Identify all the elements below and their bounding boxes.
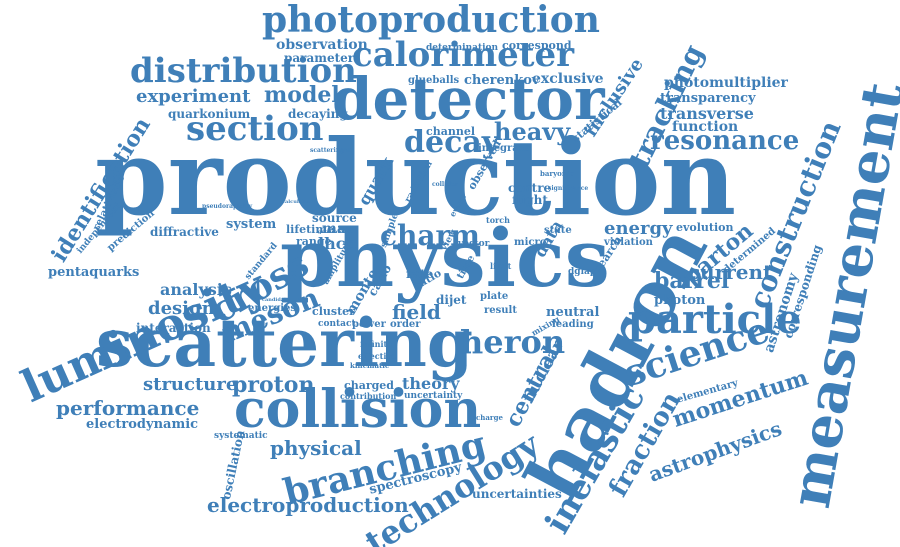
word-field: field <box>392 300 441 324</box>
word-generator: generator <box>318 229 346 235</box>
word-photomultiplier: photomultiplier <box>664 75 788 91</box>
word-heron: heron <box>460 323 566 361</box>
word-lhcb: lhcb <box>318 234 357 253</box>
word-physics: physics <box>280 211 610 305</box>
word-electrodynamic: electrodynamic <box>86 417 199 432</box>
word-function: function <box>672 119 739 135</box>
word-analysis: analysis <box>160 280 232 299</box>
word-photoproduction: photoproduction <box>262 0 600 41</box>
word-exclusive: exclusive <box>532 71 604 87</box>
word-flight: flight <box>512 193 548 207</box>
word-result: result <box>484 305 517 316</box>
word-collision: collision <box>234 379 482 440</box>
word-contact: contact <box>318 319 356 329</box>
word-torch: torch <box>486 215 510 225</box>
word-mas: mas <box>322 221 354 237</box>
word-observation: observation <box>276 37 368 53</box>
word-determination: determination <box>426 43 499 53</box>
word-evolution: evolution <box>676 221 734 234</box>
word-micro: micro <box>514 237 547 248</box>
word-decaying: decaying <box>288 107 348 121</box>
word-detector: detector <box>332 65 605 133</box>
word-energy: energy <box>604 218 673 239</box>
word-calorimeter: calorimeter <box>352 35 575 75</box>
word-correspond: correspond <box>502 39 572 52</box>
word-collider: collider <box>432 181 458 188</box>
word-violation: violation <box>604 237 653 248</box>
word-design: design <box>148 298 215 319</box>
word-physical: physical <box>270 436 362 460</box>
word-production: production <box>95 116 737 239</box>
word-scattering: scattering <box>96 304 474 382</box>
word-distribution: distribution <box>130 51 357 91</box>
word-systematic: systematic <box>214 431 268 441</box>
word-baryonic: baryonic <box>540 169 574 178</box>
word-diffractive: diffractive <box>150 225 219 239</box>
word-decay: decay <box>404 125 500 160</box>
word-source: source <box>312 211 357 225</box>
word-charm: charm <box>380 219 480 252</box>
word-energies: energies <box>248 303 297 314</box>
word-system: system <box>226 217 277 232</box>
word-calculation: calculation <box>282 199 314 205</box>
word-significance: significance <box>548 185 589 192</box>
word-infinite: infinite <box>360 339 393 349</box>
word-order: order <box>390 319 421 330</box>
word-uncertainties: uncertainties <box>472 487 562 501</box>
word-vector: vector <box>458 239 490 249</box>
word-power: power <box>352 319 386 330</box>
word-model: model <box>264 82 340 108</box>
word-interaction: interaction <box>136 321 211 335</box>
word-contribution: contribution <box>340 391 397 401</box>
word-performance: performance <box>56 396 200 420</box>
word-particle: particle <box>628 296 802 343</box>
word-candidate: candidate <box>262 297 290 303</box>
word-cluster: cluster <box>312 305 355 318</box>
word-parameter: parameter <box>284 51 355 65</box>
word-current: current <box>688 260 773 284</box>
word-range: range <box>296 235 332 248</box>
word-leading: leading <box>552 319 594 330</box>
word-charge: charge <box>476 413 503 422</box>
word-lifetime: lifetime <box>286 223 334 236</box>
word-limit: limit <box>490 261 512 271</box>
word-barrel: barrel <box>654 268 730 294</box>
word-glueballs: glueballs <box>408 75 460 86</box>
word-integrate: integrate <box>478 143 530 154</box>
word-uncertainty: uncertainty <box>404 391 463 401</box>
word-kinematic: kinematic <box>350 361 390 370</box>
word-dijet: dijet <box>436 293 467 307</box>
word-neutral: neutral <box>546 305 600 320</box>
word-section: section <box>186 109 324 149</box>
word-charged: charged <box>344 379 394 392</box>
word-structure: structure <box>143 374 238 395</box>
word-pentaquarks: pentaquarks <box>48 265 140 280</box>
word-rate: rate <box>406 267 434 281</box>
word-theory: theory <box>402 374 460 393</box>
word-resonance: resonance <box>650 126 800 156</box>
word-plate: plate <box>480 291 509 302</box>
word-dglap: dglap <box>568 267 597 277</box>
word-cherenkov: cherenkov <box>464 73 540 88</box>
word-state: state <box>544 225 572 236</box>
word-pseudorapidity: pseudorapidity <box>202 203 253 210</box>
word-transverse: transverse <box>660 104 754 123</box>
word-effective: effective <box>358 351 397 361</box>
word-scatteringat: scatteringat <box>310 147 351 154</box>
word-photon: photon <box>654 293 706 308</box>
word-experiment: experiment <box>136 86 251 107</box>
word-centre: centre <box>508 181 552 195</box>
word-transparency: transparency <box>660 91 756 106</box>
word-quarkonium: quarkonium <box>168 107 251 121</box>
word-proton: proton <box>232 372 315 398</box>
word-heavy: heavy <box>494 117 571 146</box>
word-electroproduction: electroproduction <box>207 493 409 517</box>
word-channel: channel <box>426 125 475 138</box>
